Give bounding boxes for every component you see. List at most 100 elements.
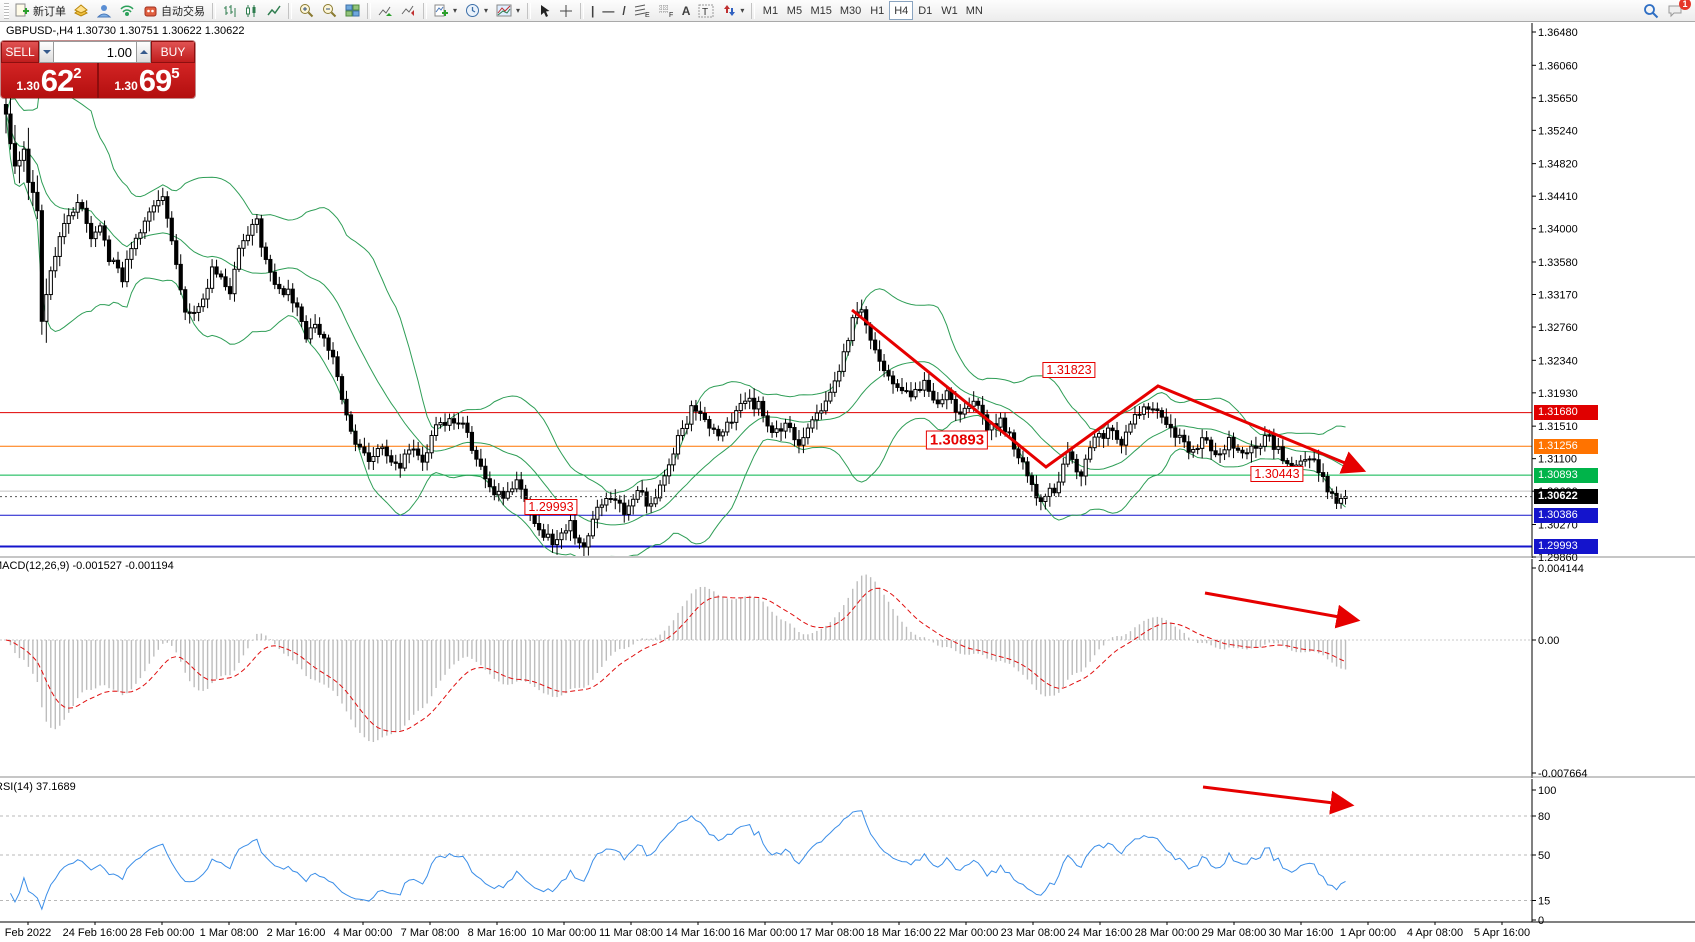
trendline-tool-button[interactable]: / (618, 1, 629, 20)
buy-price-display[interactable]: 1.30 69 5 (99, 63, 195, 98)
volume-increase-button[interactable] (136, 41, 151, 63)
main-price-panel[interactable] (0, 66, 1532, 563)
cursor-tool-button[interactable] (534, 1, 555, 20)
price-tick-label: 1.33170 (1538, 290, 1578, 302)
text-tool-button[interactable]: A (678, 1, 695, 20)
toolbar-grip[interactable] (4, 2, 9, 19)
bar-chart-mode-button[interactable] (219, 1, 241, 20)
label-tool-button[interactable]: T (694, 1, 718, 20)
signal-waves-icon (120, 5, 134, 16)
arrows-tool-button[interactable]: ▾ (718, 1, 748, 20)
auto-trading-label: 自动交易 (161, 5, 205, 18)
rsi-line (10, 810, 1346, 911)
timeframe-d1-button[interactable]: D1 (913, 1, 937, 20)
rsi-axis-label: 0 (1538, 915, 1544, 927)
macd-axis-label: 0.004144 (1538, 563, 1584, 575)
time-axis-label: 28 Feb 00:00 (130, 927, 195, 939)
one-click-trading-panel: SELL BUY 1.30 62 2 1.30 69 5 (1, 41, 195, 98)
price-tick-label: 1.35650 (1538, 93, 1578, 105)
price-annotation[interactable]: 1.29993 (524, 499, 578, 515)
sell-price-prefix: 1.30 (16, 79, 40, 93)
time-axis-label: 11 Mar 08:00 (599, 927, 663, 939)
price-tick-label: 1.31510 (1538, 421, 1578, 433)
chevron-down-icon: ▾ (484, 6, 489, 15)
vertical-line-tool-button[interactable]: | (587, 1, 598, 20)
price-annotation[interactable]: 1.30893 (925, 430, 989, 450)
zoom-out-button[interactable] (318, 1, 341, 20)
time-axis-label: 2 Mar 16:00 (267, 927, 326, 939)
time-axis-label: 22 Mar 00:00 (934, 927, 999, 939)
volume-input[interactable] (54, 41, 136, 63)
new-order-button[interactable]: 新订单 (11, 1, 70, 20)
line-chart-mode-button[interactable] (263, 1, 285, 20)
trend-arrow-main[interactable] (851, 308, 1367, 474)
toolbar-separator (288, 2, 292, 19)
time-axis-label: 16 Mar 00:00 (733, 927, 798, 939)
auto-trading-robot-icon (144, 6, 157, 16)
notifications-button[interactable]: 1 (1663, 0, 1691, 20)
time-axis-label: 17 Mar 08:00 (800, 927, 865, 939)
sell-price-display[interactable]: 1.30 62 2 (1, 63, 99, 98)
horizontal-line-tool-button[interactable]: — (598, 1, 618, 20)
trend-arrow-rsi[interactable] (1202, 785, 1355, 815)
search-button[interactable] (1639, 1, 1663, 20)
buy-price-point: 5 (171, 65, 180, 82)
market-watch-button[interactable] (70, 1, 93, 20)
signals-button[interactable] (116, 1, 139, 20)
time-axis-label: 10 Mar 00:00 (532, 927, 597, 939)
add-indicator-icon (434, 4, 448, 16)
zoom-in-button[interactable] (295, 1, 318, 20)
grid-tool-button[interactable]: F (654, 1, 678, 20)
volume-decrease-button[interactable] (39, 41, 54, 63)
price-tick-label: 1.31930 (1538, 388, 1578, 400)
macd-axis-label: -0.007664 (1538, 768, 1588, 780)
timeframe-m30-button[interactable]: M30 (836, 1, 865, 20)
tile-windows-button[interactable] (341, 1, 364, 20)
svg-text:T: T (702, 7, 708, 18)
text-icon: A (681, 3, 691, 18)
fibonacci-tool-button[interactable]: E (630, 1, 654, 20)
time-axis-label: 23 Mar 08:00 (1001, 927, 1066, 939)
buy-button[interactable]: BUY (151, 41, 195, 63)
auto-trading-button[interactable]: 自动交易 (139, 1, 209, 20)
templates-button[interactable]: ▾ (492, 1, 524, 20)
rsi-axis-label: 50 (1538, 850, 1550, 862)
chart-shift-button[interactable] (397, 1, 420, 20)
time-axis-label: 4 Mar 00:00 (334, 927, 393, 939)
timeframe-m1-button[interactable]: M1 (758, 1, 782, 20)
timeframe-h1-button[interactable]: H1 (865, 1, 889, 20)
trend-arrow-macd[interactable] (1204, 591, 1361, 629)
timeframe-mn-button[interactable]: MN (962, 1, 987, 20)
chevron-down-icon: ▾ (740, 6, 745, 15)
toolbar: 新订单 自动交易 ▾ ▾ ▾ | — / E F A T ▾ M1 M5 M15… (0, 0, 1695, 22)
buy-price-pips: 69 (138, 63, 172, 98)
crosshair-tool-button[interactable] (555, 1, 577, 20)
auto-scroll-button[interactable] (374, 1, 397, 20)
candlestick-mode-button[interactable] (241, 1, 263, 20)
chart-shift-icon (401, 5, 414, 16)
timeframe-m5-button[interactable]: M5 (782, 1, 806, 20)
periods-button[interactable]: ▾ (461, 1, 492, 20)
rsi-panel[interactable] (0, 785, 1532, 911)
mql5-community-button[interactable] (93, 1, 116, 20)
timeframe-m15-button[interactable]: M15 (806, 1, 835, 20)
time-axis-label: 18 Mar 16:00 (867, 927, 932, 939)
price-annotation[interactable]: 1.30443 (1250, 466, 1304, 482)
timeframe-w1-button[interactable]: W1 (937, 1, 962, 20)
triangle-up-icon (139, 50, 148, 54)
timeframe-h4-button[interactable]: H4 (889, 1, 914, 20)
price-annotation[interactable]: 1.31823 (1042, 362, 1096, 378)
sell-button[interactable]: SELL (1, 41, 39, 63)
macd-panel[interactable] (0, 574, 1532, 743)
price-level-badge: 1.30893 (1534, 467, 1598, 483)
price-tick-label: 1.34000 (1538, 224, 1578, 236)
price-level-badge: 1.31680 (1534, 405, 1598, 421)
fibonacci-icon: E (634, 4, 650, 18)
new-order-icon (15, 3, 29, 17)
indicators-list-button[interactable]: ▾ (430, 1, 461, 20)
current-price-badge: 1.30622 (1534, 489, 1598, 505)
candlesticks (3, 95, 1348, 556)
axes: 1.36480 1.36060 1.35650 1.35240 1.34820 1.344… (0, 23, 1695, 939)
